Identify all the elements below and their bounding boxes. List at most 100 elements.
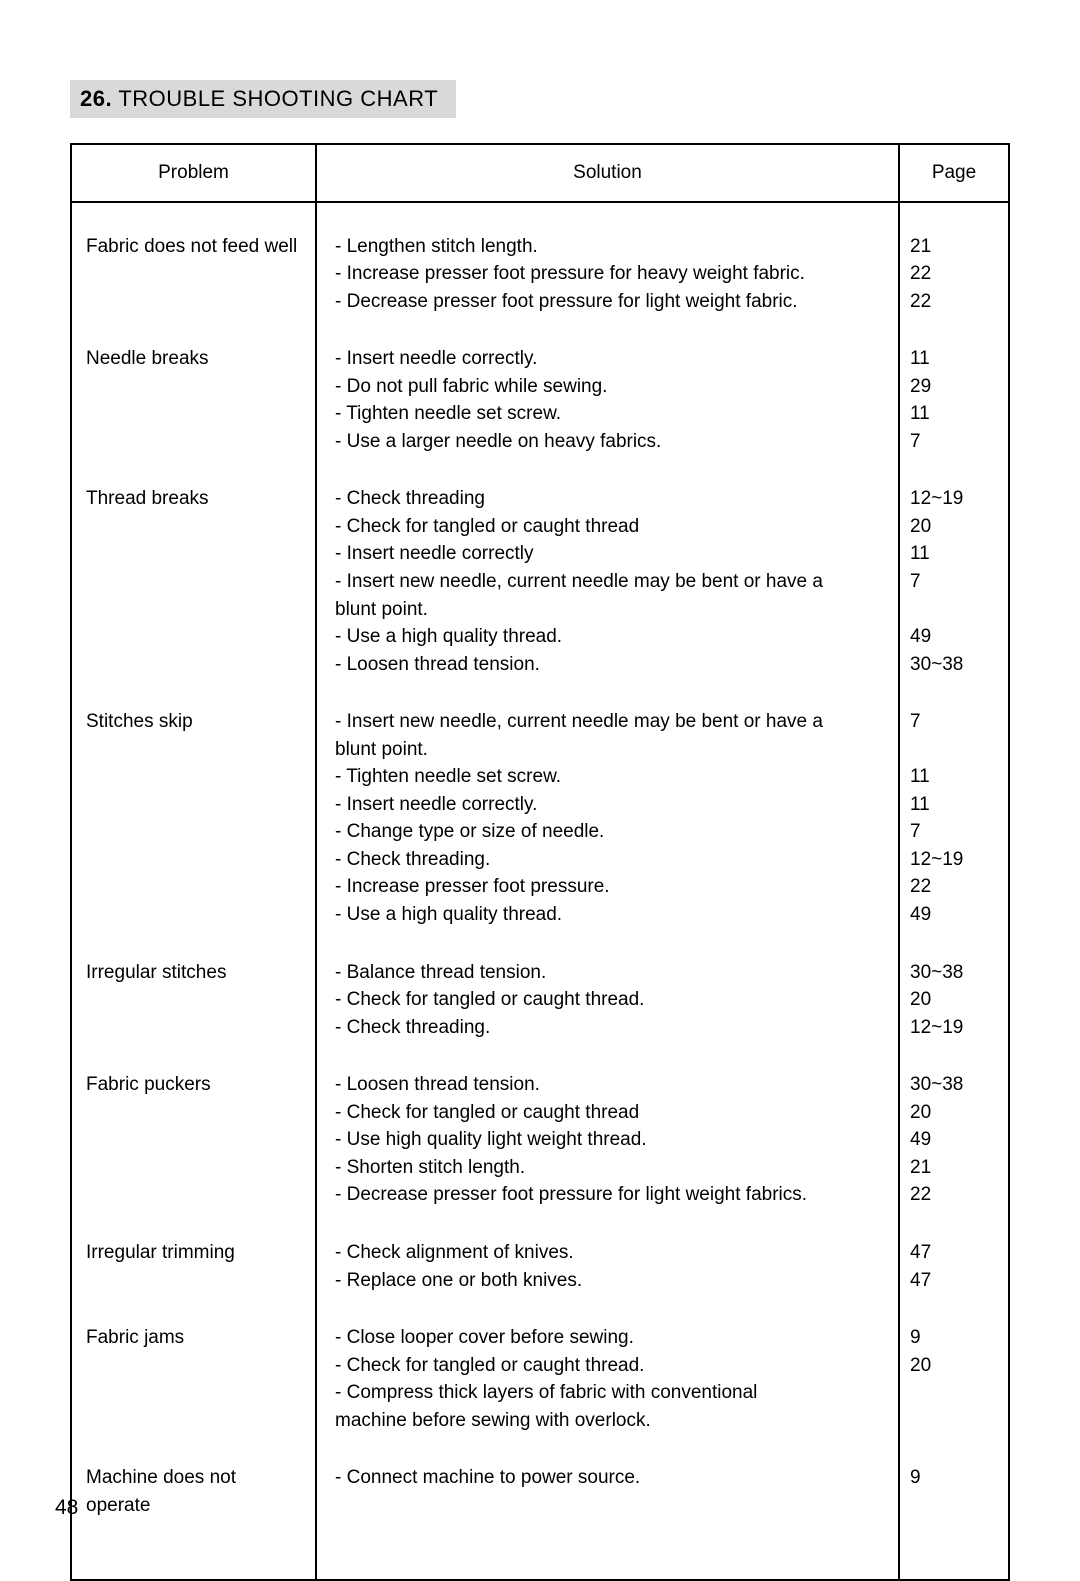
solution-group: - Close looper cover before sewing.- Che… (335, 1324, 880, 1434)
page-ref: 30~38 (910, 959, 998, 987)
solution-line: - Insert needle correctly (335, 540, 880, 568)
page-ref: 11 (910, 345, 998, 373)
page-ref: 20 (910, 986, 998, 1014)
solution-line: - Decrease presser foot pressure for lig… (335, 1181, 880, 1209)
page-number: 48 (55, 1496, 78, 1520)
page-ref: 21 (910, 1154, 998, 1182)
page-ref: 9 (910, 1324, 998, 1352)
problem-column-body: Fabric does not feed well Needle breaks … (71, 202, 316, 1581)
page-ref: 7 (910, 708, 998, 736)
solution-line: - Use high quality light weight thread. (335, 1126, 880, 1154)
problem-label: Irregular stitches (86, 959, 301, 1042)
solution-line: - Increase presser foot pressure. (335, 873, 880, 901)
page-ref: 49 (910, 1126, 998, 1154)
solution-line: - Increase presser foot pressure for hea… (335, 260, 880, 288)
page-ref: 47 (910, 1239, 998, 1267)
solution-line: - Use a high quality thread. (335, 901, 880, 929)
solution-line: - Tighten needle set screw. (335, 763, 880, 791)
solution-line: - Close looper cover before sewing. (335, 1324, 880, 1352)
page-ref: 12~19 (910, 1014, 998, 1042)
solution-line: - Insert new needle, current needle may … (335, 708, 880, 736)
solution-group: - Lengthen stitch length.- Increase pres… (335, 233, 880, 316)
solution-line: - Insert needle correctly. (335, 345, 880, 373)
solution-line: - Check for tangled or caught thread. (335, 986, 880, 1014)
solution-line: - Change type or size of needle. (335, 818, 880, 846)
solution-line: - Shorten stitch length. (335, 1154, 880, 1182)
page-ref (910, 596, 998, 624)
page-ref: 11 (910, 400, 998, 428)
solution-group: - Check alignment of knives.- Replace on… (335, 1239, 880, 1294)
page-ref: 20 (910, 1099, 998, 1127)
page-ref: 22 (910, 873, 998, 901)
page-ref: 49 (910, 901, 998, 929)
page-ref-group: 30~3820492122 (910, 1071, 998, 1209)
solution-group: - Loosen thread tension.- Check for tang… (335, 1071, 880, 1209)
solution-line: - Compress thick layers of fabric with c… (335, 1379, 880, 1407)
section-title: TROUBLE SHOOTING CHART (118, 86, 438, 111)
solution-line: - Balance thread tension. (335, 959, 880, 987)
page-ref: 20 (910, 513, 998, 541)
page-ref-group: 9 (910, 1464, 998, 1492)
page-ref: 7 (910, 428, 998, 456)
page-ref: 29 (910, 373, 998, 401)
solution-group: - Connect machine to power source. (335, 1464, 880, 1492)
solution-line: - Check for tangled or caught thread (335, 513, 880, 541)
page-ref: 22 (910, 288, 998, 316)
solution-line: blunt point. (335, 736, 880, 764)
problem-label: Needle breaks (86, 345, 301, 455)
solution-line: - Decrease presser foot pressure for lig… (335, 288, 880, 316)
problem-label: Thread breaks (86, 485, 301, 678)
solution-line: - Use a high quality thread. (335, 623, 880, 651)
page-ref: 12~19 (910, 485, 998, 513)
col-header-page: Page (899, 144, 1009, 202)
page-ref: 7 (910, 818, 998, 846)
solution-line: blunt point. (335, 596, 880, 624)
solution-line: machine before sewing with overlock. (335, 1407, 880, 1435)
table-body-row: Fabric does not feed well Needle breaks … (71, 202, 1009, 1581)
solution-line: - Loosen thread tension. (335, 1071, 880, 1099)
solution-line: - Connect machine to power source. (335, 1464, 880, 1492)
section-number: 26. (80, 86, 112, 111)
solution-group: - Insert needle correctly.- Do not pull … (335, 345, 880, 455)
problem-label: Fabric puckers (86, 1071, 301, 1209)
solution-line: - Check threading. (335, 846, 880, 874)
page-ref: 30~38 (910, 1071, 998, 1099)
problem-label: Machine does not operate (86, 1464, 301, 1519)
page-ref: 12~19 (910, 846, 998, 874)
page-ref: 49 (910, 623, 998, 651)
troubleshooting-table: Problem Solution Page Fabric does not fe… (70, 143, 1010, 1581)
problem-label: Fabric jams (86, 1324, 301, 1434)
solution-line: - Check for tangled or caught thread (335, 1099, 880, 1127)
col-header-solution: Solution (316, 144, 899, 202)
solution-line: - Check alignment of knives. (335, 1239, 880, 1267)
problem-label: Irregular trimming (86, 1239, 301, 1294)
col-header-problem: Problem (71, 144, 316, 202)
page-ref (910, 736, 998, 764)
page-ref (910, 1379, 998, 1407)
solution-line: - Check threading. (335, 1014, 880, 1042)
page-ref-group: 4747 (910, 1239, 998, 1294)
solution-group: - Check threading- Check for tangled or … (335, 485, 880, 678)
page-ref-group: 7 1111712~192249 (910, 708, 998, 928)
page-ref: 47 (910, 1267, 998, 1295)
solution-line: - Lengthen stitch length. (335, 233, 880, 261)
solution-line: - Insert new needle, current needle may … (335, 568, 880, 596)
page-ref-group: 1129117 (910, 345, 998, 455)
page-ref-group: 30~382012~19 (910, 959, 998, 1042)
solution-line: - Check threading (335, 485, 880, 513)
page-ref: 20 (910, 1352, 998, 1380)
solution-line: - Use a larger needle on heavy fabrics. (335, 428, 880, 456)
page-ref: 22 (910, 260, 998, 288)
section-heading: 26. TROUBLE SHOOTING CHART (70, 80, 456, 118)
solution-line: - Tighten needle set screw. (335, 400, 880, 428)
page-ref: 11 (910, 540, 998, 568)
problem-label: Stitches skip (86, 708, 301, 928)
page-ref: 9 (910, 1464, 998, 1492)
page-ref: 11 (910, 791, 998, 819)
page-ref-group: 212222 (910, 233, 998, 316)
solution-line: - Do not pull fabric while sewing. (335, 373, 880, 401)
page-ref-group: 920 (910, 1324, 998, 1434)
solution-column-body: - Lengthen stitch length.- Increase pres… (316, 202, 899, 1581)
page-ref (910, 1407, 998, 1435)
page-ref: 11 (910, 763, 998, 791)
